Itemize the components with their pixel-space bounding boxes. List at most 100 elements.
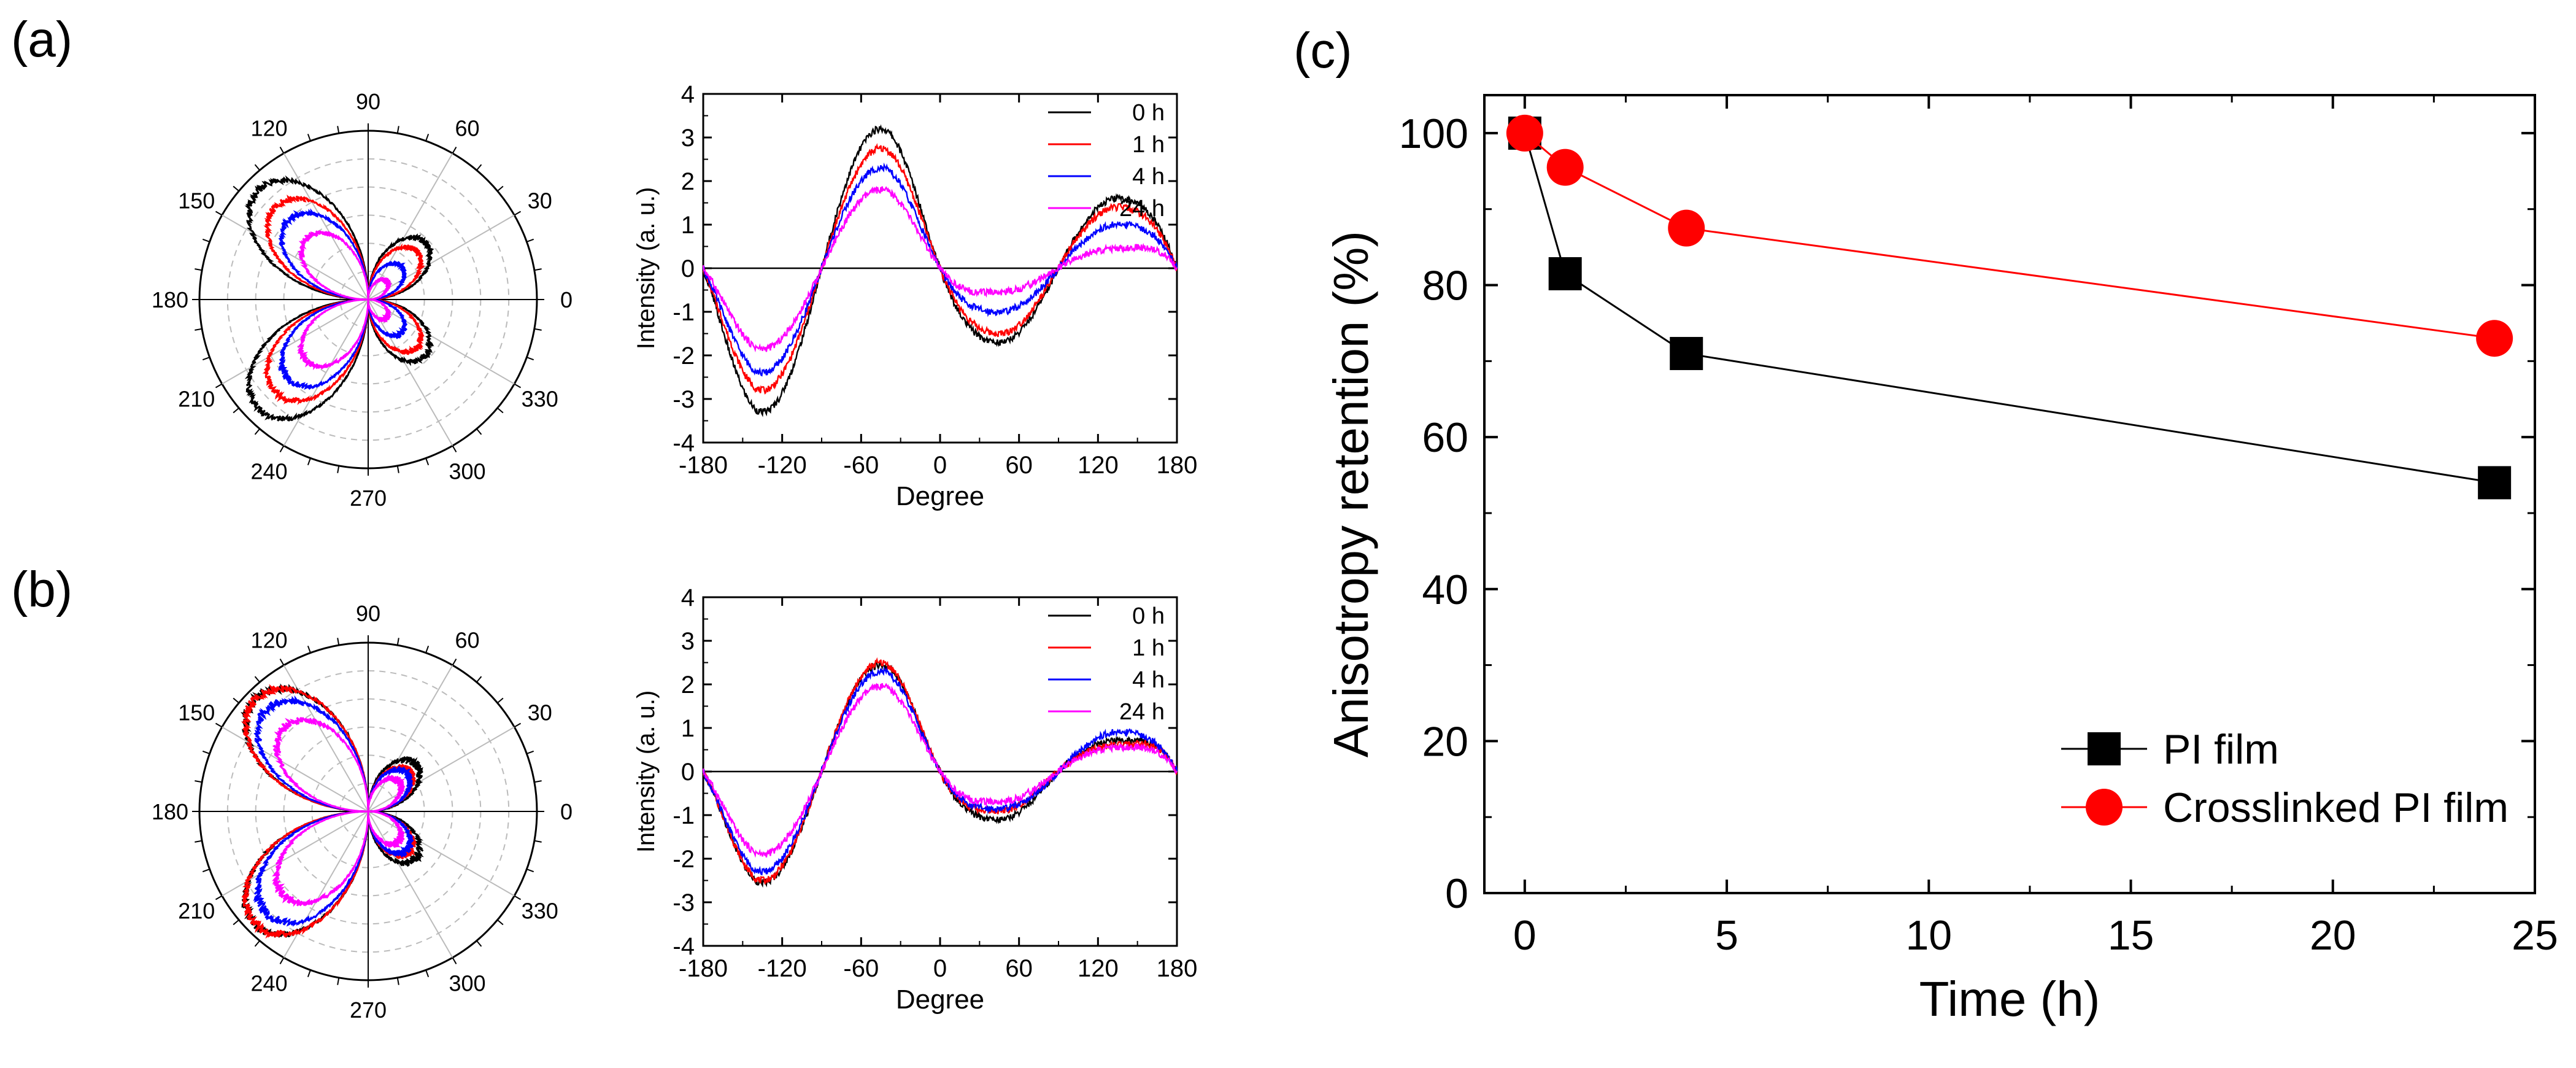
polar-tick <box>534 780 542 783</box>
polar-spoke <box>222 214 369 300</box>
data-point-square <box>1670 336 1703 370</box>
x-tick-label: -60 <box>843 452 879 479</box>
legend-label: 1 h <box>1132 132 1165 158</box>
legend-swatch-square <box>2088 732 2121 765</box>
polar-tick <box>534 268 542 271</box>
legend-label: PI film <box>2163 726 2279 773</box>
y-tick-label: 1 <box>681 715 695 742</box>
polar-angle-label: 90 <box>356 89 380 114</box>
polar-tick <box>526 357 534 361</box>
polar-spoke <box>283 811 369 958</box>
polar-tick <box>526 238 534 242</box>
polar-tick <box>514 383 522 389</box>
polar-angle-label: 210 <box>178 899 215 924</box>
x-tick-label: 20 <box>2310 912 2356 959</box>
polar-tick <box>233 919 239 926</box>
polar-tick <box>307 133 311 141</box>
polar-angle-label: 150 <box>178 700 215 726</box>
legend-label: 24 h <box>1119 699 1165 725</box>
polar-angle-label: 300 <box>449 459 485 484</box>
polar-tick <box>279 658 285 666</box>
polar-tick <box>279 146 285 154</box>
polar-spoke <box>368 811 453 958</box>
polar-angle-label: 330 <box>522 899 558 924</box>
polar-tick <box>202 238 210 242</box>
polar-tick <box>215 383 223 389</box>
y-tick-label: 2 <box>681 168 695 195</box>
polar-tick <box>425 458 430 466</box>
y-tick-label: 20 <box>1422 718 1468 765</box>
panel-c-retention-chart: 0 20 40 60 80 100 0 5 10 15 20 25 Time (h) Anisotropy… <box>1324 94 2558 1026</box>
polar-tick <box>337 126 340 134</box>
series-line <box>1524 133 2495 484</box>
polar-tick <box>534 840 542 843</box>
polar-tick <box>476 940 482 947</box>
polar-tick <box>337 638 340 646</box>
polar-angle-label: 180 <box>152 287 188 312</box>
y-tick-label: -3 <box>673 889 695 916</box>
polar-tick <box>254 676 260 683</box>
polar-angle-label: 30 <box>528 700 552 726</box>
y-tick-label: 4 <box>681 584 695 611</box>
polar-tick <box>202 357 210 361</box>
polar-spoke <box>368 299 453 446</box>
panel-b-polar-chart: 0 30 60 90 120 150 180 210 240 270 300 330 <box>152 601 573 1023</box>
legend-label: 1 h <box>1132 635 1165 661</box>
polar-tick <box>476 428 482 435</box>
panel-a-label: (a) <box>11 12 72 68</box>
polar-angle-label: 240 <box>250 971 287 996</box>
y-tick-label: 0 <box>681 759 695 786</box>
series-line <box>1524 132 2495 339</box>
polar-angle-label: 90 <box>356 601 380 626</box>
legend-label: 24 h <box>1119 196 1165 222</box>
polar-spoke <box>368 811 515 897</box>
polar-angle-label: 210 <box>178 387 215 412</box>
polar-tick <box>202 750 210 754</box>
polar-spoke <box>222 299 369 385</box>
polar-angle-label: 60 <box>455 115 479 141</box>
y-tick-label: 3 <box>681 628 695 655</box>
polar-tick <box>195 780 202 783</box>
polar-tick <box>497 919 504 926</box>
polar-angle-label: 300 <box>449 971 485 996</box>
y-tick-label: -4 <box>673 430 695 457</box>
data-point-circle <box>1506 114 1543 152</box>
polar-tick <box>254 940 260 947</box>
polar-tick <box>425 133 430 141</box>
polar-spoke <box>368 214 515 300</box>
data-point-circle <box>2476 320 2513 357</box>
y-tick-label: -2 <box>673 846 695 873</box>
legend-label: 4 h <box>1132 667 1165 693</box>
x-tick-label: 120 <box>1078 955 1119 982</box>
x-tick-label: 180 <box>1157 955 1198 982</box>
series-line <box>702 185 1178 353</box>
polar-tick <box>526 869 534 873</box>
x-axis-label: Time (h) <box>1919 972 2100 1026</box>
polar-tick <box>534 328 542 331</box>
polar-tick <box>526 750 534 754</box>
y-tick-label: -2 <box>673 342 695 370</box>
y-tick-label: 100 <box>1399 110 1468 157</box>
polar-tick <box>279 445 285 453</box>
x-tick-label: 60 <box>1005 452 1033 479</box>
polar-tick <box>337 465 340 473</box>
x-tick-label: 0 <box>933 955 947 982</box>
polar-angle-label: 330 <box>522 387 558 412</box>
polar-angle-label: 60 <box>455 627 479 652</box>
polar-tick <box>215 722 223 728</box>
x-tick-label: -60 <box>843 955 879 982</box>
polar-angle-label: 180 <box>152 799 188 824</box>
polar-series-curve <box>296 230 393 371</box>
y-tick-label: 1 <box>681 212 695 239</box>
y-axis-label: Anisotropy retention (%) <box>1324 231 1378 757</box>
series-line <box>702 683 1178 858</box>
x-tick-label: 5 <box>1715 912 1738 959</box>
polar-tick <box>396 638 399 646</box>
x-tick-label: -180 <box>679 452 728 479</box>
x-axis-label: Degree <box>896 985 984 1015</box>
polar-angle-label: 270 <box>350 997 387 1023</box>
panel-c-label: (c) <box>1294 23 1352 79</box>
polar-tick <box>476 164 482 171</box>
polar-tick <box>396 465 399 473</box>
legend-label: 0 h <box>1132 100 1165 126</box>
